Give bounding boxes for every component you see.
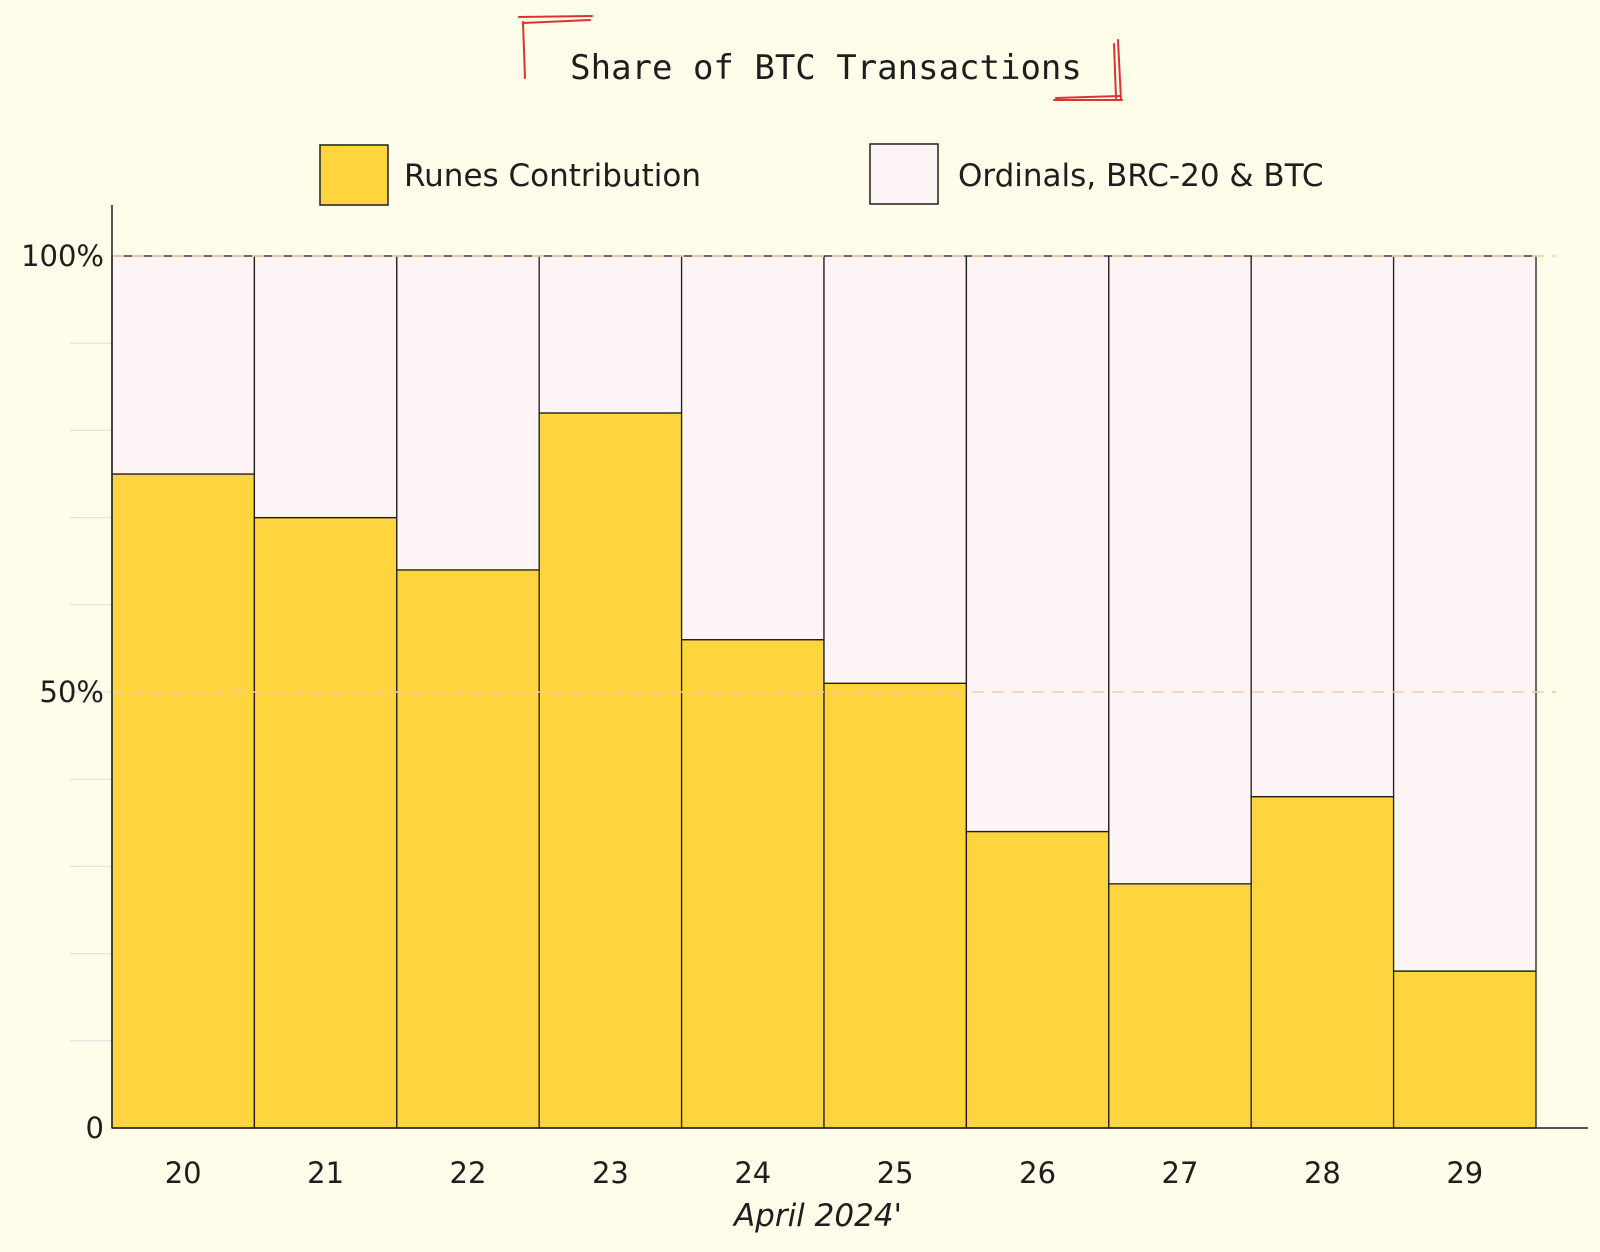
chart-title-group: Share of BTC Transactions: [518, 15, 1123, 101]
x-tick-label: 24: [734, 1156, 771, 1190]
bar-runes-23: [538, 412, 683, 1129]
x-tick-label: 28: [1304, 1156, 1341, 1190]
bar-runes-27: [1108, 883, 1252, 1129]
grid-layer: [70, 342, 112, 1042]
bar-runes-29: [1392, 970, 1537, 1129]
x-tick-label: 22: [450, 1156, 487, 1190]
bar-ordinals-26: [965, 255, 1110, 833]
bar-runes-21: [253, 516, 398, 1129]
bar-runes-24: [680, 639, 825, 1129]
x-tick-label: 21: [307, 1156, 344, 1190]
bar-runes-22: [396, 569, 540, 1129]
bars-layer: [111, 255, 1537, 1129]
legend: Runes Contribution Ordinals, BRC-20 & BT…: [319, 143, 1323, 206]
y-tick-label: 100%: [21, 239, 104, 273]
refline-layer: [112, 255, 1556, 693]
bar-ordinals-22: [396, 255, 540, 571]
x-tick-label: 29: [1446, 1156, 1483, 1190]
bar-ordinals-24: [680, 255, 825, 641]
bar-runes-20: [111, 473, 256, 1129]
bar-ordinals-27: [1108, 255, 1252, 885]
y-tick-label: 50%: [40, 675, 104, 709]
bar-runes-28: [1250, 795, 1395, 1129]
x-tick-label: 23: [592, 1156, 629, 1190]
legend-swatch-runes: [319, 144, 389, 206]
bar-ordinals-20: [111, 255, 256, 475]
legend-swatch-ordinals: [869, 143, 939, 205]
bar-runes-25: [823, 682, 968, 1129]
bar-ordinals-25: [823, 255, 968, 684]
bar-ordinals-29: [1392, 255, 1537, 972]
legend-label-ordinals: Ordinals, BRC-20 & BTC: [958, 158, 1323, 194]
x-tick-label: 20: [165, 1156, 202, 1190]
bar-ordinals-23: [538, 255, 683, 414]
title-frame-bottom-right: [1053, 39, 1123, 101]
bar-runes-26: [965, 830, 1110, 1129]
axes-layer: [111, 205, 1588, 1129]
chart-title: Share of BTC Transactions: [570, 48, 1082, 88]
x-tick-label: 25: [877, 1156, 914, 1190]
legend-label-runes: Runes Contribution: [404, 158, 701, 194]
y-tick-label: 0: [86, 1111, 104, 1145]
x-tick-label: 27: [1162, 1156, 1199, 1190]
x-axis-label: April 2024': [732, 1198, 902, 1234]
bar-ordinals-28: [1250, 255, 1395, 798]
x-tick-label: 26: [1019, 1156, 1056, 1190]
bar-ordinals-21: [253, 255, 398, 519]
title-frame-top-left: [518, 15, 593, 79]
labels-layer: 20 21 22 23 24 25 26 27 28 29 0 50% 100%: [21, 239, 1483, 1190]
